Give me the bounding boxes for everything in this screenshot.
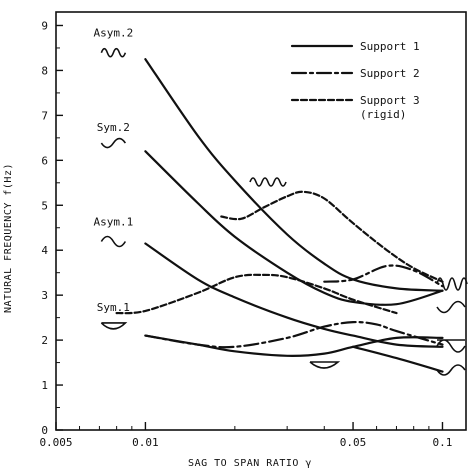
mode-shape-icon [436, 364, 466, 376]
y-tick-label: 9 [41, 19, 48, 32]
series-line-dashed-8 [115, 273, 398, 315]
mode-shape-icon [436, 300, 466, 314]
mode-shape-icon [436, 339, 466, 353]
axes-frame [55, 11, 467, 431]
legend-label: Support 2 [360, 67, 420, 80]
tick-labels: 0 1 2 3 4 5 6 7 8 9 0.005 0.01 0.05 0.1 [39, 19, 452, 449]
x-axis-title: SAG TO SPAN RATIO γ [188, 458, 312, 469]
x-tick-label: 0.005 [39, 436, 72, 449]
y-tick-label: 2 [41, 334, 48, 347]
x-tick-label: 0.1 [433, 436, 453, 449]
mode-shape-icon [100, 137, 127, 149]
series-line-solid-2 [144, 242, 444, 348]
series-line-solid-4 [352, 345, 444, 373]
mode-shape-icon [100, 235, 127, 248]
series-line-dashed-7 [220, 190, 444, 283]
x-tick-label: 0.01 [132, 436, 159, 449]
mode-shape-icon [436, 277, 468, 291]
y-tick-label: 3 [41, 289, 48, 302]
mode-shape-icon [249, 177, 287, 187]
mode-shape-icon [309, 361, 341, 369]
y-tick-label: 8 [41, 64, 48, 77]
mode-shape-icon [100, 322, 128, 330]
y-tick-label: 4 [41, 244, 48, 257]
mode-label: Sym.2 [97, 121, 130, 134]
series-line-dash-dot-5 [323, 264, 444, 288]
legend-label: Support 1 [360, 40, 420, 53]
x-tick-label: 0.05 [340, 436, 367, 449]
legend-label: Support 3 [360, 94, 420, 107]
series-line-solid-1 [144, 150, 444, 306]
y-tick-label: 5 [41, 199, 48, 212]
mode-shape-icon [100, 47, 127, 58]
series-lines [115, 58, 444, 373]
legend: Support 1 Support 2 Support 3(rigid) [290, 40, 420, 121]
y-axis-title: NATURAL FREQUENCY f(Hz) [3, 163, 14, 313]
legend-sublabel: (rigid) [360, 108, 406, 121]
series-line-solid-0 [144, 58, 444, 292]
y-tick-label: 0 [41, 424, 48, 437]
y-tick-label: 1 [41, 379, 48, 392]
mode-label: Sym.1 [97, 301, 130, 314]
plot-frame [55, 11, 467, 431]
mode-label: Asym.2 [93, 27, 133, 40]
mode-label: Asym.1 [93, 215, 133, 228]
series-line-dash-dot-6 [144, 320, 444, 349]
y-tick-label: 6 [41, 154, 48, 167]
mode-labels: Asym.2 Sym.2 Asym.1 Sym.1 [93, 27, 468, 376]
y-tick-label: 7 [41, 109, 48, 122]
